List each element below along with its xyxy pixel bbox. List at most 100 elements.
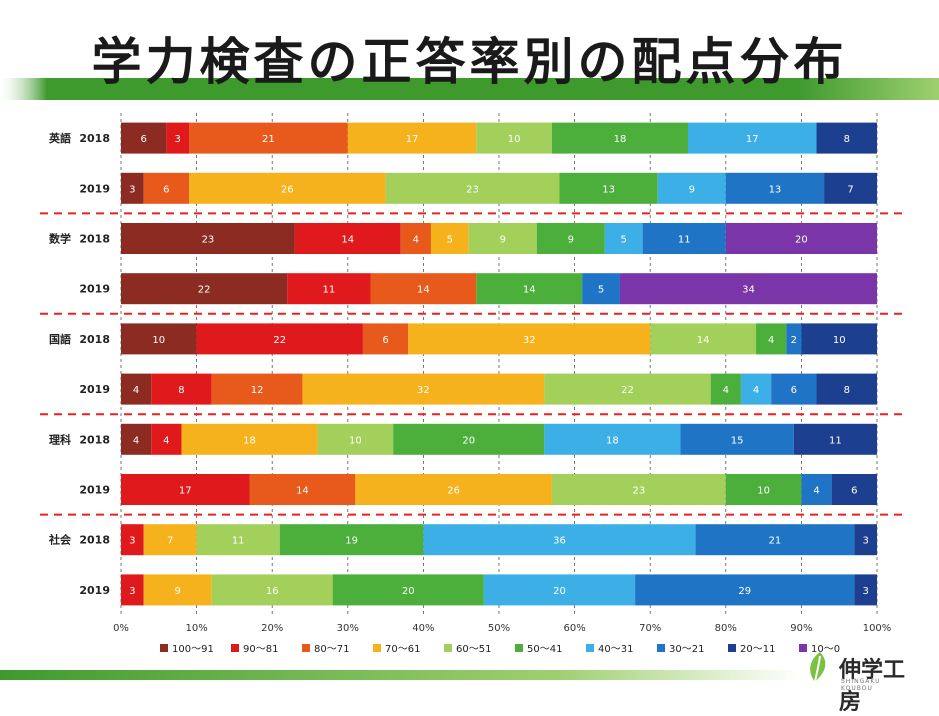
legend-label: 80～71 <box>314 644 349 655</box>
data-label: 3 <box>175 134 181 145</box>
data-label: 11 <box>678 235 691 246</box>
x-tick-label: 50% <box>488 623 510 634</box>
bar-segment <box>362 323 409 355</box>
data-label: 14 <box>523 285 536 296</box>
data-label: 4 <box>813 486 819 497</box>
data-label: 4 <box>163 435 169 446</box>
x-tick-label: 60% <box>563 623 585 634</box>
data-label: 4 <box>413 235 419 246</box>
data-label: 26 <box>281 184 294 195</box>
category-year-label: 2019 <box>79 283 110 296</box>
bar-segment <box>151 373 212 405</box>
bar-segment <box>483 574 636 606</box>
bar-segment <box>408 323 651 355</box>
category-year-label: 2019 <box>79 383 110 396</box>
bar-segment <box>393 423 545 455</box>
bar-segment <box>619 273 877 305</box>
bar-segment <box>476 122 552 154</box>
data-label: 18 <box>614 134 627 145</box>
data-label: 10 <box>508 134 521 145</box>
data-label: 12 <box>251 385 264 396</box>
legend-label: 70～61 <box>385 644 420 655</box>
bar-segment <box>544 423 681 455</box>
x-tick-label: 80% <box>715 623 737 634</box>
bar-segment <box>854 524 877 556</box>
bar-segment <box>551 122 688 154</box>
legend-swatch <box>444 644 452 652</box>
bar-segment <box>302 373 545 405</box>
logo-subtext: SHINGAKU KOUBOU <box>841 678 881 692</box>
bar-segment <box>181 423 318 455</box>
data-label: 34 <box>742 285 755 296</box>
data-label: 9 <box>568 235 574 246</box>
category-subject-label: 英語 <box>48 131 71 145</box>
bar-segment <box>196 323 363 355</box>
bar-segment <box>816 373 877 405</box>
bar-segment <box>143 524 197 556</box>
data-label: 20 <box>402 586 415 597</box>
bar-segment <box>725 223 877 254</box>
bar-segment <box>680 423 794 455</box>
legend-label: 100～91 <box>172 644 214 655</box>
data-label: 10 <box>833 335 846 346</box>
bar-segment <box>189 122 348 154</box>
bar-segment <box>294 223 401 254</box>
bar-segment <box>695 524 855 556</box>
data-label: 4 <box>768 335 774 346</box>
legend-swatch <box>373 644 381 652</box>
data-label: 17 <box>746 134 759 145</box>
data-label: 2 <box>791 335 797 346</box>
data-label: 20 <box>795 235 808 246</box>
data-label: 14 <box>341 235 354 246</box>
bar-segment <box>121 524 144 556</box>
data-label: 6 <box>140 134 146 145</box>
bar-segment <box>771 373 817 405</box>
bar-segment <box>166 122 190 154</box>
bar-segment <box>831 474 877 505</box>
data-label: 6 <box>382 335 388 346</box>
data-label: 3 <box>129 586 135 597</box>
x-tick-label: 10% <box>185 623 207 634</box>
data-label: 15 <box>731 435 744 446</box>
x-tick-label: 90% <box>790 623 812 634</box>
legend-label: 50～41 <box>527 644 562 655</box>
legend-swatch <box>657 644 665 652</box>
bar-segment <box>423 524 696 556</box>
category-year-label: 2019 <box>79 182 110 195</box>
data-label: 17 <box>179 486 192 497</box>
data-label: 4 <box>723 385 729 396</box>
bar-segment <box>151 423 182 455</box>
legend-swatch <box>515 644 523 652</box>
data-label: 13 <box>769 184 782 195</box>
data-label: 21 <box>262 134 275 145</box>
bar-segment <box>121 574 144 606</box>
bar-segment <box>385 172 560 204</box>
data-label: 3 <box>862 586 868 597</box>
data-label: 19 <box>345 536 358 547</box>
data-label: 14 <box>417 285 430 296</box>
data-label: 22 <box>621 385 634 396</box>
bar-segment <box>121 223 295 254</box>
bar-segment <box>642 223 726 254</box>
data-label: 29 <box>738 586 751 597</box>
data-label: 14 <box>296 486 309 497</box>
data-label: 17 <box>406 134 419 145</box>
bar-segment <box>121 323 197 355</box>
bar-segment <box>143 172 190 204</box>
data-label: 10 <box>152 335 165 346</box>
data-label: 7 <box>167 536 173 547</box>
data-label: 3 <box>862 536 868 547</box>
bar-segment <box>657 172 726 204</box>
bar-segment <box>725 474 802 505</box>
bar-segment <box>635 574 855 606</box>
data-label: 8 <box>178 385 184 396</box>
data-label: 22 <box>273 335 286 346</box>
data-label: 23 <box>202 235 215 246</box>
data-label: 11 <box>323 285 336 296</box>
bar-segment <box>121 122 167 154</box>
bar-segment <box>189 172 386 204</box>
data-label: 4 <box>133 385 139 396</box>
bar-segment <box>196 524 280 556</box>
bar-segment <box>430 223 469 254</box>
